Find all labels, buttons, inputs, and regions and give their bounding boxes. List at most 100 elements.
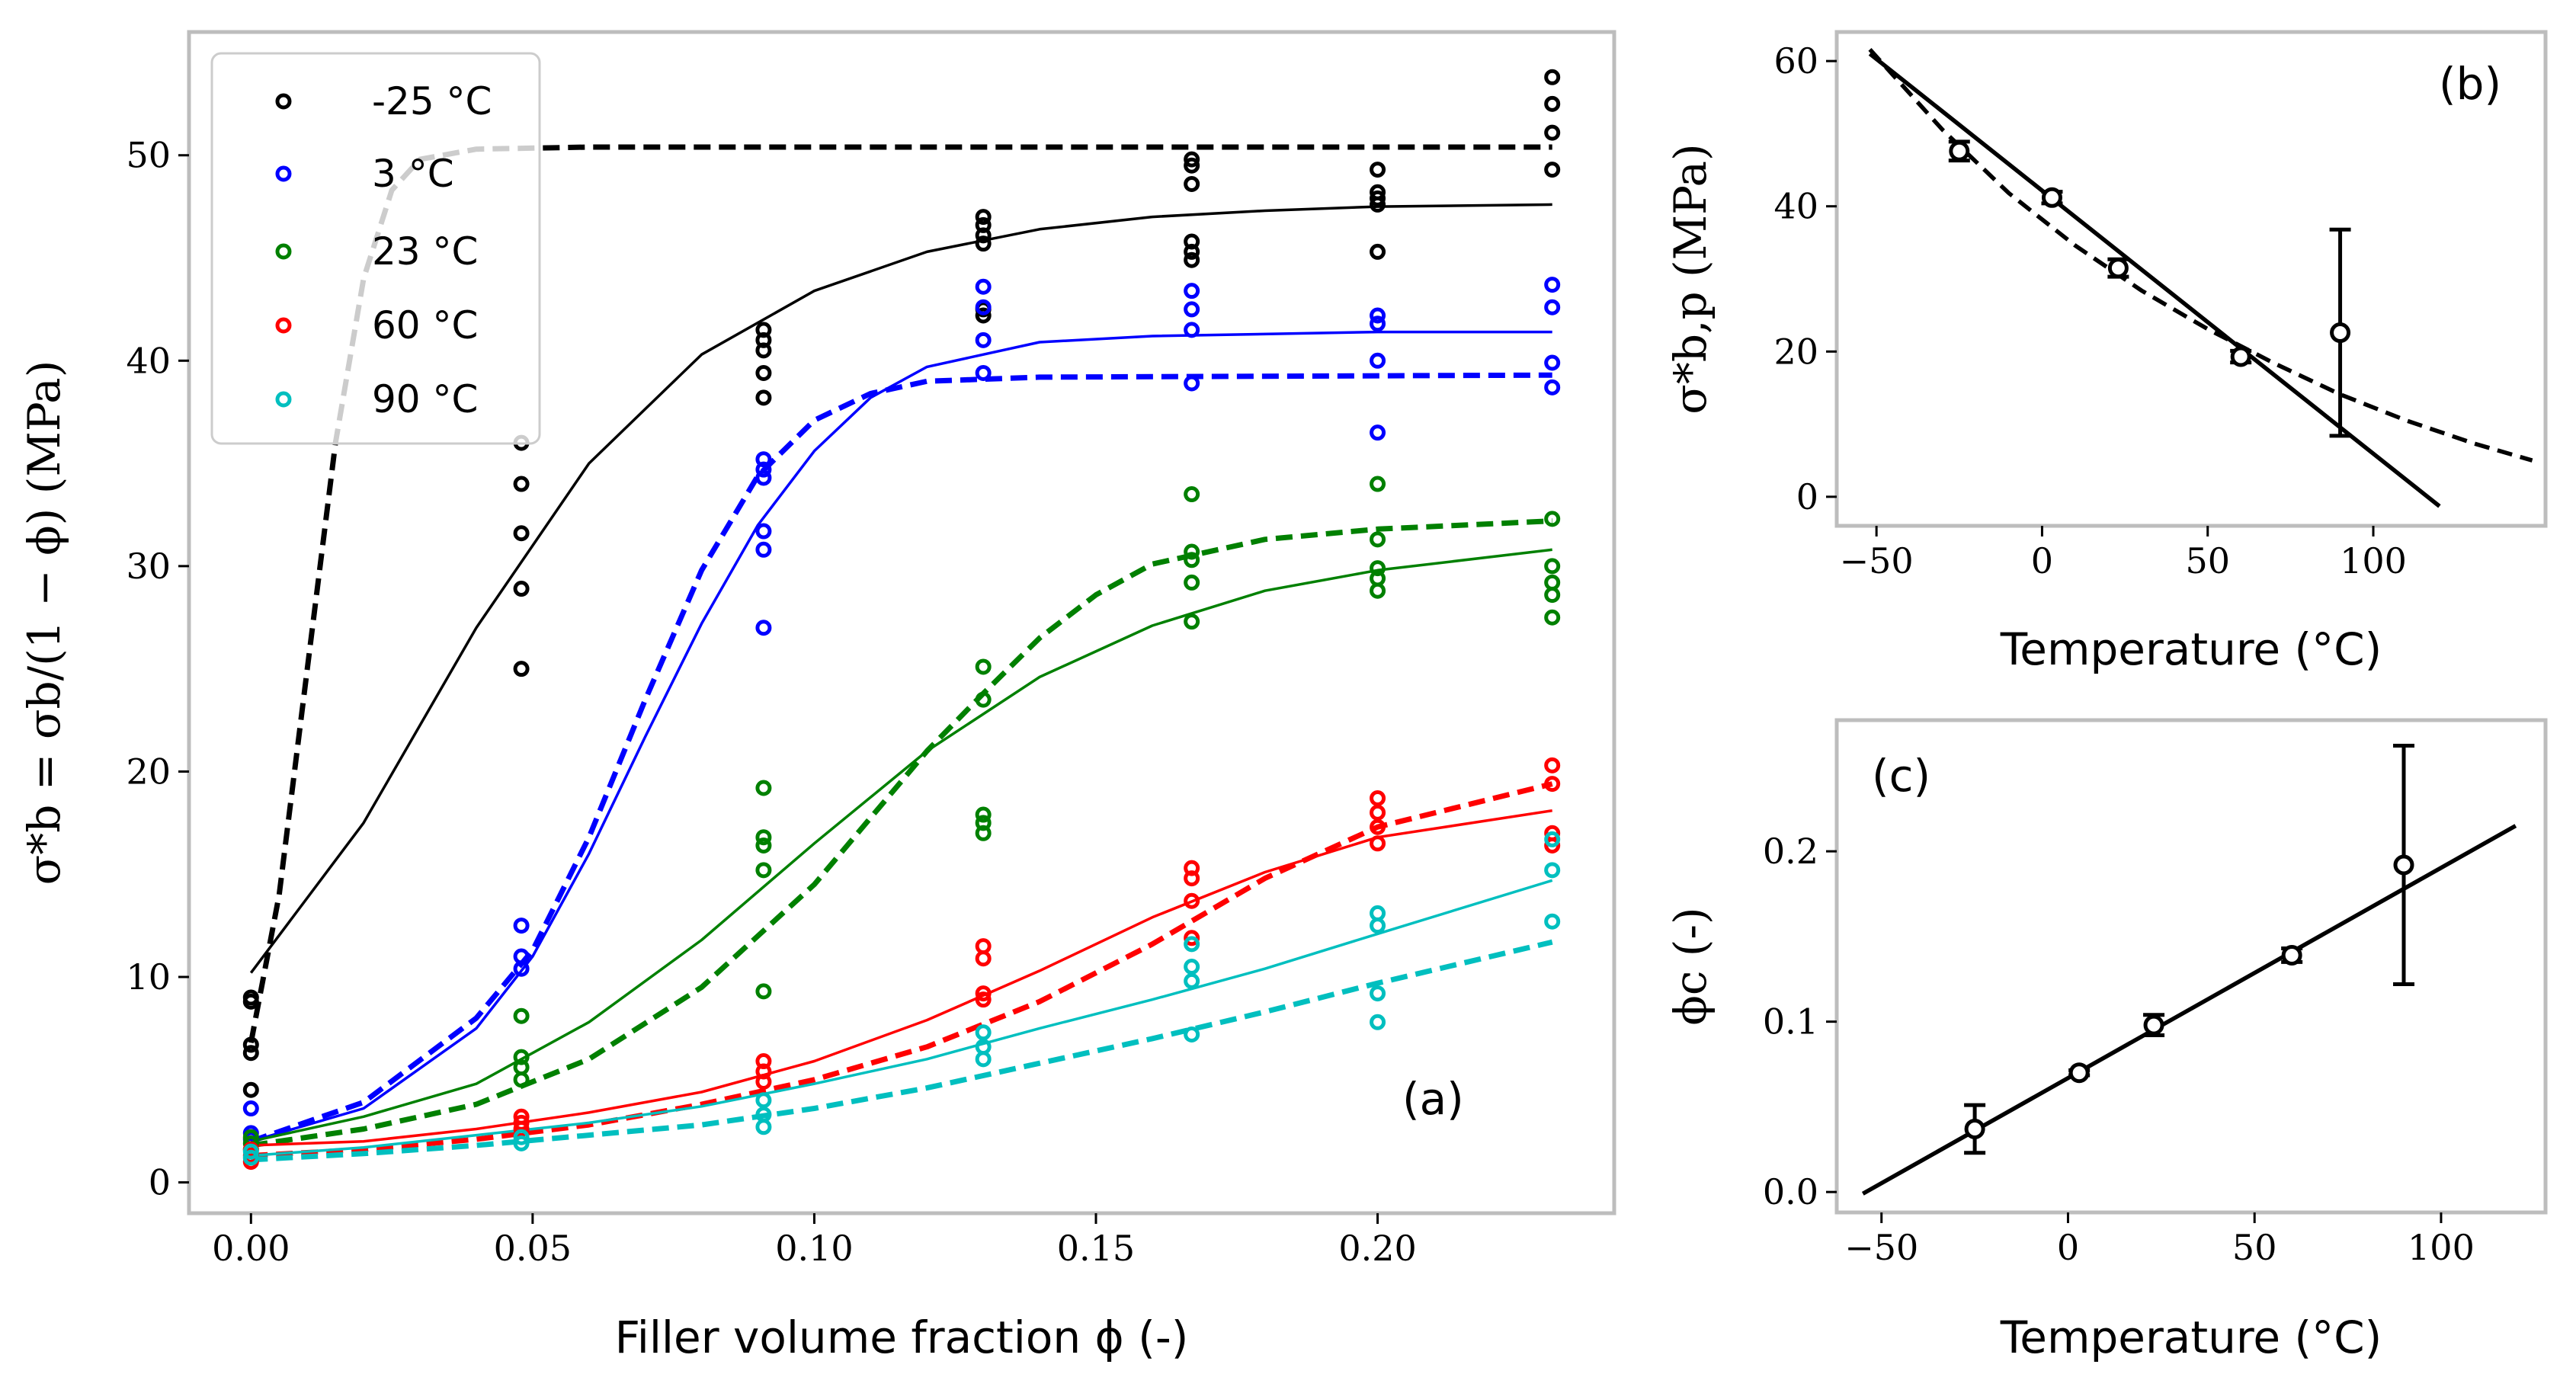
series-2-point bbox=[755, 469, 772, 486]
series-3-point bbox=[1544, 587, 1561, 604]
series-2-point bbox=[1370, 424, 1386, 441]
series-3-point bbox=[1544, 574, 1561, 591]
series-3-point bbox=[1370, 570, 1386, 587]
panel-a-ytick-label: 20 bbox=[126, 751, 171, 792]
panel-a-ytick-label: 50 bbox=[126, 135, 171, 176]
series-2-point bbox=[1184, 301, 1200, 318]
legend-marker-1 bbox=[275, 93, 292, 110]
series-1-point bbox=[513, 661, 530, 677]
series-3-point bbox=[1370, 582, 1386, 599]
panel-c-xtick-label: 100 bbox=[2408, 1227, 2475, 1268]
panel-c-label: (c) bbox=[1872, 750, 1930, 802]
series-2-point bbox=[1370, 315, 1386, 332]
series-5-point bbox=[1370, 1014, 1386, 1030]
panel-b-point bbox=[1949, 140, 1970, 162]
series-4-point bbox=[755, 1053, 772, 1070]
legend-item-4: 60 °C bbox=[275, 303, 478, 348]
panel-a: 0.00 0.05 0.10 0.15 0.20 0 10 20 30 40 50 (a) Fill… bbox=[18, 30, 1616, 1363]
series-2-point bbox=[755, 620, 772, 636]
legend-marker-4 bbox=[275, 317, 292, 334]
series-2-solid-fit-line bbox=[250, 330, 1552, 1143]
series-5-point bbox=[242, 1143, 259, 1160]
series-1-point bbox=[975, 235, 992, 252]
series-3-point bbox=[1184, 543, 1200, 560]
series-3-point bbox=[755, 837, 772, 854]
series-5-point bbox=[1184, 1026, 1200, 1042]
series-5-point bbox=[975, 1051, 992, 1068]
series-3-point bbox=[513, 1049, 530, 1065]
panel-c-ytick-label: 0.1 bbox=[1763, 1001, 1818, 1042]
panel-c-point bbox=[1964, 1118, 1985, 1139]
series-1-point bbox=[1544, 124, 1561, 141]
series-4-point bbox=[1544, 757, 1561, 773]
series-4-point bbox=[1184, 870, 1200, 887]
series-3-point bbox=[755, 983, 772, 1000]
series-1-point bbox=[1370, 162, 1386, 178]
series-1-point bbox=[1184, 151, 1200, 168]
series-5-dashed-fit-line bbox=[251, 939, 1553, 1163]
series-5-point bbox=[1184, 972, 1200, 989]
panel-b-xtick-label: 50 bbox=[2185, 540, 2230, 581]
series-3-solid-fit-line bbox=[250, 548, 1552, 1143]
series-1-point bbox=[975, 307, 992, 324]
series-5-point bbox=[513, 1135, 530, 1151]
series-5-point bbox=[755, 1119, 772, 1135]
panel-c-xlabel: Temperature (°C) bbox=[2000, 1312, 2382, 1363]
series-2-dashed-fit-line bbox=[250, 372, 1552, 1145]
series-5-point bbox=[1370, 918, 1386, 934]
series-2-point bbox=[755, 461, 772, 478]
panel-b-linear-fit-line bbox=[1868, 52, 2441, 508]
panel-c-point bbox=[2143, 1014, 2164, 1036]
series-4-point bbox=[1370, 789, 1386, 806]
series-4-point bbox=[1370, 818, 1386, 835]
series-5-solid-fit-line bbox=[251, 879, 1553, 1158]
panel-b-xtick-label: 100 bbox=[2340, 540, 2407, 581]
series-4-point bbox=[1370, 804, 1386, 821]
series-1-point bbox=[975, 209, 992, 226]
panel-c-point bbox=[2281, 944, 2302, 966]
series-1-point bbox=[1184, 233, 1200, 250]
series-4-point bbox=[1184, 930, 1200, 946]
series-5-point bbox=[242, 1149, 259, 1166]
series-3-point bbox=[755, 780, 772, 796]
series-2-point bbox=[242, 1100, 259, 1117]
series-3-point bbox=[1370, 531, 1386, 548]
series-2-point bbox=[1544, 277, 1561, 293]
series-1-point bbox=[242, 1081, 259, 1098]
series-5-point bbox=[1370, 905, 1386, 921]
series-1-point bbox=[1544, 162, 1561, 178]
series-3-point bbox=[513, 1007, 530, 1024]
series-3-point bbox=[513, 1059, 530, 1076]
series-1-point bbox=[1184, 243, 1200, 260]
panel-b-ylabel: σ*b,p (MPa) bbox=[1664, 143, 1716, 414]
series-1-point bbox=[513, 476, 530, 492]
series-2-point bbox=[513, 918, 530, 934]
series-2-point bbox=[1544, 299, 1561, 315]
panel-b-point bbox=[2230, 346, 2251, 367]
panel-a-xtick-label: 0.10 bbox=[775, 1228, 853, 1269]
panel-c-ytick-label: 0.2 bbox=[1763, 831, 1818, 872]
series-4-point bbox=[975, 985, 992, 1002]
panel-c-ylabel: ϕc (-) bbox=[1664, 907, 1716, 1025]
series-5-point bbox=[1184, 936, 1200, 953]
series-2-point bbox=[513, 960, 530, 977]
legend-frame bbox=[210, 52, 541, 445]
series-1-point bbox=[1370, 190, 1386, 207]
series-3-point bbox=[755, 829, 772, 846]
panel-b-ytick-label: 60 bbox=[1773, 40, 1818, 82]
series-3-point bbox=[975, 658, 992, 675]
panel-a-xtick-label: 0.00 bbox=[212, 1228, 290, 1269]
panel-a-ytick-label: 0 bbox=[149, 1162, 171, 1203]
series-1-point bbox=[755, 389, 772, 406]
series-3-point bbox=[513, 1071, 530, 1088]
series-1-solid-fit-line bbox=[249, 203, 1552, 974]
series-1-point bbox=[1370, 243, 1386, 260]
series-5-point bbox=[1544, 913, 1561, 930]
series-3-point bbox=[1184, 613, 1200, 630]
panel-a-ytick-label: 40 bbox=[126, 340, 171, 381]
panel-b-xlabel: Temperature (°C) bbox=[2000, 623, 2382, 675]
series-4-point bbox=[1544, 776, 1561, 793]
series-3-point bbox=[1544, 558, 1561, 575]
series-2-point bbox=[1370, 352, 1386, 369]
